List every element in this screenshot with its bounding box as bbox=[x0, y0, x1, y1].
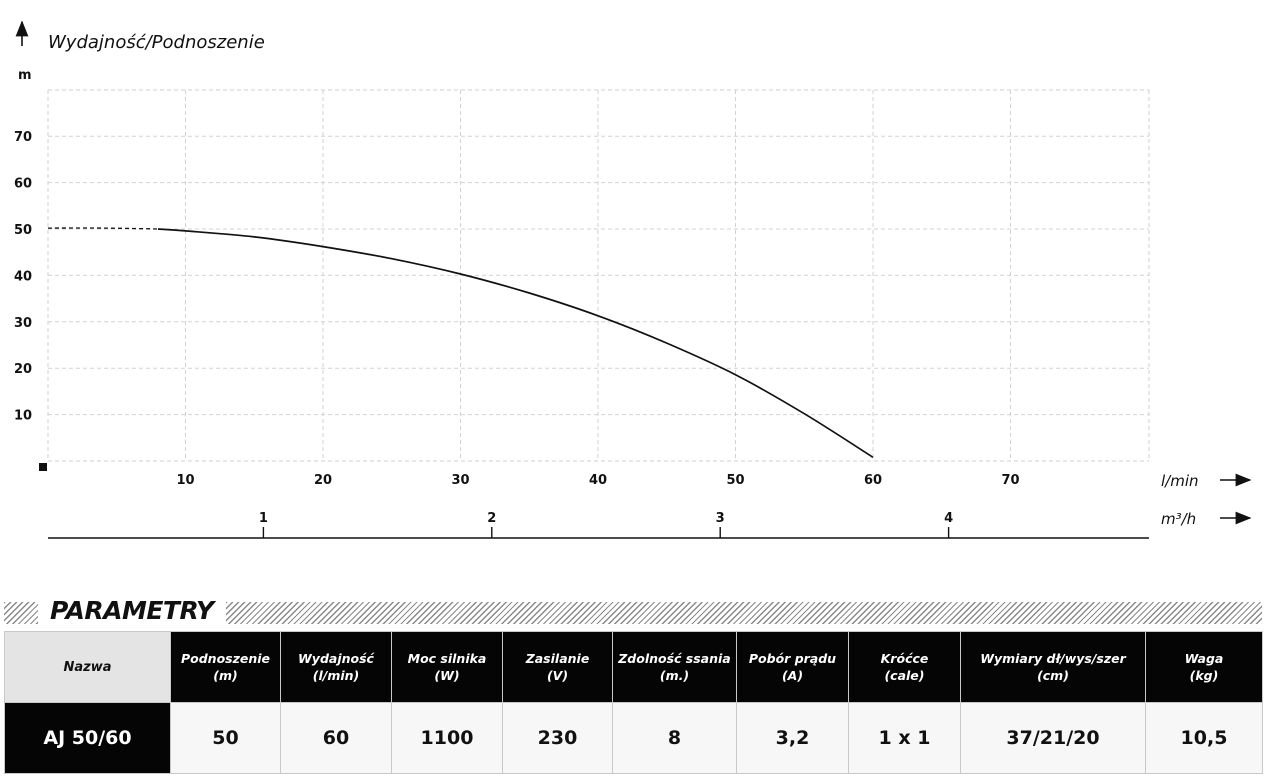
x-tick-label: 50 bbox=[726, 473, 744, 488]
cell-head: 50 bbox=[170, 702, 281, 774]
header-connections: Króćce (cale) bbox=[848, 631, 961, 703]
x-tick-label: 40 bbox=[589, 473, 607, 488]
header-suction: Zdolność ssania (m.) bbox=[612, 631, 737, 703]
header-unit: (m) bbox=[213, 668, 238, 683]
header-label: Króćce bbox=[880, 651, 929, 666]
header-label: Waga bbox=[1184, 651, 1224, 666]
x-tick-label: 10 bbox=[176, 473, 194, 488]
performance-curve bbox=[157, 228, 874, 459]
header-label: Pobór prądu bbox=[748, 651, 837, 666]
parameters-table: Nazwa Podnoszenie (m) Wydajność (l/min) Moc s… bbox=[4, 631, 1263, 774]
chart-series bbox=[47, 227, 874, 459]
secondary-x-tick-label: 3 bbox=[716, 511, 725, 526]
header-unit: (kg) bbox=[1189, 668, 1219, 683]
header-unit: (A) bbox=[781, 668, 804, 683]
hatch-decoration-right bbox=[226, 602, 1262, 624]
chart-ticks: 10 20 30 40 50 60 70 10 20 30 40 50 60 70 1 2 3 4 bbox=[14, 130, 1020, 538]
cell-motor-power: 1100 bbox=[391, 702, 503, 774]
header-motor-power: Moc silnika (W) bbox=[391, 631, 503, 703]
cell-voltage: 230 bbox=[502, 702, 613, 774]
cell-flow: 60 bbox=[280, 702, 392, 774]
header-label: Moc silnika bbox=[407, 651, 487, 666]
y-tick-label: 70 bbox=[14, 130, 32, 145]
header-unit: (l/min) bbox=[312, 668, 360, 683]
cell-connections: 1 x 1 bbox=[848, 702, 961, 774]
pump-performance-chart: Wydajność/Podnoszenie m l/min m³/h 10 20 3… bbox=[14, 20, 1252, 539]
header-current: Pobór prądu (A) bbox=[736, 631, 849, 703]
cell-suction: 8 bbox=[612, 702, 737, 774]
header-name: Nazwa bbox=[4, 631, 171, 703]
secondary-x-tick-label: 4 bbox=[944, 511, 953, 526]
header-label: Podnoszenie bbox=[180, 651, 271, 666]
header-voltage: Zasilanie (V) bbox=[502, 631, 613, 703]
cell-dimensions: 37/21/20 bbox=[960, 702, 1146, 774]
x-tick-label: 30 bbox=[451, 473, 469, 488]
cell-current: 3,2 bbox=[736, 702, 849, 774]
chart-title: Wydajność/Podnoszenie bbox=[48, 32, 265, 53]
secondary-x-tick-label: 2 bbox=[487, 511, 496, 526]
y-tick-label: 40 bbox=[14, 269, 32, 284]
secondary-x-axis-unit: m³/h bbox=[1161, 510, 1196, 528]
y-tick-label: 30 bbox=[14, 316, 32, 331]
origin-marker bbox=[39, 463, 47, 471]
x-tick-label: 20 bbox=[314, 473, 332, 488]
header-flow: Wydajność (l/min) bbox=[280, 631, 392, 703]
header-weight: Waga (kg) bbox=[1145, 631, 1263, 703]
y-tick-label: 20 bbox=[14, 362, 32, 377]
header-unit: (cm) bbox=[1037, 668, 1069, 683]
header-head: Podnoszenie (m) bbox=[170, 631, 281, 703]
y-tick-label: 60 bbox=[14, 177, 32, 192]
secondary-x-tick-label: 1 bbox=[259, 511, 268, 526]
chart-axes: Wydajność/Podnoszenie m l/min m³/h bbox=[15, 20, 1252, 539]
header-unit: (W) bbox=[434, 668, 460, 683]
y-axis-unit: m bbox=[18, 68, 32, 83]
header-unit: (cale) bbox=[884, 668, 925, 683]
parameters-title: PARAMETRY bbox=[50, 596, 214, 625]
parameters-header-row: Nazwa Podnoszenie (m) Wydajność (l/min) Moc s… bbox=[4, 631, 1263, 703]
parameters-header: PARAMETRY bbox=[4, 596, 1262, 628]
x-axis-unit: l/min bbox=[1161, 472, 1199, 490]
header-label: Zasilanie bbox=[525, 651, 590, 666]
header-label: Wymiary dł/wys/szer bbox=[980, 651, 1126, 666]
cell-name: AJ 50/60 bbox=[4, 702, 171, 774]
header-unit: (m.) bbox=[659, 668, 690, 683]
x-tick-label: 70 bbox=[1001, 473, 1019, 488]
header-label: Wydajność bbox=[298, 651, 374, 666]
header-label: Nazwa bbox=[63, 659, 112, 675]
parameters-data-row: AJ 50/60 50 60 1100 230 8 3,2 1 x 1 37/21/20 10,5 bbox=[4, 702, 1263, 774]
chart-grid bbox=[47, 89, 1150, 462]
y-tick-label: 10 bbox=[14, 409, 32, 424]
hatch-decoration-left bbox=[4, 602, 38, 624]
y-tick-label: 50 bbox=[14, 223, 32, 238]
header-label: Zdolność ssania bbox=[618, 651, 731, 666]
cell-weight: 10,5 bbox=[1145, 702, 1263, 774]
header-dimensions: Wymiary dł/wys/szer (cm) bbox=[960, 631, 1146, 703]
x-tick-label: 60 bbox=[864, 473, 882, 488]
header-unit: (V) bbox=[546, 668, 569, 683]
